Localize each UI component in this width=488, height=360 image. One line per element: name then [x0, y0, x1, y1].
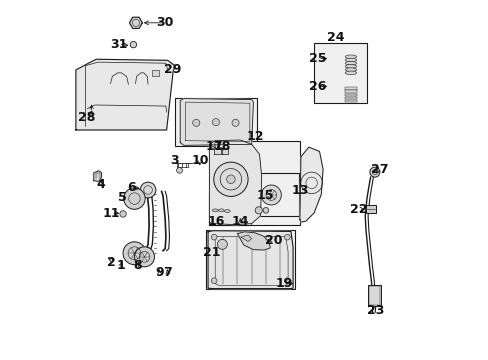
- Text: 12: 12: [246, 130, 264, 143]
- Text: 8: 8: [133, 258, 142, 271]
- Bar: [344, 87, 357, 90]
- Text: 3: 3: [170, 154, 179, 167]
- Ellipse shape: [345, 62, 356, 65]
- Circle shape: [284, 234, 290, 240]
- Text: 21: 21: [203, 246, 220, 258]
- Ellipse shape: [224, 210, 230, 212]
- Text: 20: 20: [264, 234, 282, 247]
- Polygon shape: [207, 231, 292, 289]
- Text: 30: 30: [156, 16, 174, 29]
- Text: 4: 4: [96, 178, 105, 191]
- Text: 2: 2: [107, 256, 116, 269]
- Circle shape: [213, 162, 247, 197]
- Circle shape: [134, 247, 154, 267]
- Bar: [367, 285, 381, 306]
- Bar: [246, 173, 299, 216]
- Circle shape: [217, 239, 227, 249]
- Text: 25: 25: [309, 52, 326, 65]
- Circle shape: [284, 278, 290, 284]
- Circle shape: [255, 207, 262, 214]
- Bar: [205, 230, 295, 289]
- Bar: [344, 90, 357, 93]
- Polygon shape: [94, 171, 102, 181]
- Circle shape: [226, 175, 235, 184]
- Text: 28: 28: [78, 111, 95, 124]
- Polygon shape: [109, 258, 113, 263]
- Text: 13: 13: [290, 184, 308, 197]
- Text: 17: 17: [205, 140, 223, 153]
- Circle shape: [212, 118, 219, 126]
- Bar: [365, 205, 375, 213]
- Polygon shape: [129, 17, 142, 28]
- Circle shape: [211, 278, 217, 284]
- Text: 24: 24: [326, 31, 344, 44]
- Bar: [175, 98, 257, 146]
- Ellipse shape: [218, 209, 224, 212]
- Circle shape: [130, 41, 136, 48]
- Ellipse shape: [345, 71, 356, 75]
- Polygon shape: [180, 99, 253, 145]
- Text: 15: 15: [256, 189, 273, 202]
- Text: 16: 16: [207, 215, 224, 228]
- Bar: [368, 286, 380, 305]
- Circle shape: [261, 185, 281, 205]
- Bar: [208, 193, 250, 225]
- Text: 14: 14: [231, 215, 248, 228]
- Circle shape: [192, 119, 200, 126]
- Text: 9: 9: [155, 266, 163, 279]
- Circle shape: [120, 211, 126, 217]
- Polygon shape: [222, 148, 228, 154]
- Circle shape: [176, 167, 182, 173]
- Ellipse shape: [345, 58, 356, 62]
- Bar: [344, 94, 357, 96]
- Text: 22: 22: [349, 203, 367, 216]
- Text: 23: 23: [366, 304, 384, 317]
- Circle shape: [123, 242, 145, 265]
- Text: 6: 6: [127, 181, 135, 194]
- Text: 18: 18: [213, 140, 230, 153]
- Bar: [344, 97, 357, 99]
- Bar: [313, 43, 366, 103]
- Circle shape: [263, 207, 268, 213]
- Polygon shape: [299, 147, 323, 222]
- Circle shape: [140, 182, 156, 198]
- Ellipse shape: [345, 64, 356, 68]
- Bar: [208, 141, 299, 225]
- Circle shape: [231, 119, 239, 126]
- Circle shape: [369, 167, 379, 177]
- Polygon shape: [214, 148, 221, 154]
- Ellipse shape: [345, 68, 356, 71]
- Text: 1: 1: [117, 258, 125, 271]
- Polygon shape: [76, 59, 175, 130]
- Polygon shape: [237, 232, 270, 250]
- Text: 5: 5: [118, 192, 126, 204]
- Ellipse shape: [345, 55, 356, 59]
- Text: 29: 29: [163, 63, 181, 76]
- Ellipse shape: [212, 209, 218, 212]
- Text: 7: 7: [163, 266, 172, 279]
- Polygon shape: [241, 235, 251, 242]
- Text: 10: 10: [191, 154, 208, 167]
- Text: 27: 27: [370, 163, 387, 176]
- Bar: [344, 100, 357, 103]
- Circle shape: [123, 188, 145, 209]
- Circle shape: [211, 234, 217, 240]
- Polygon shape: [209, 140, 261, 225]
- Text: 26: 26: [309, 80, 326, 93]
- Bar: [151, 70, 159, 76]
- Text: 11: 11: [102, 207, 120, 220]
- Text: 31: 31: [110, 38, 127, 51]
- Text: 19: 19: [275, 277, 292, 290]
